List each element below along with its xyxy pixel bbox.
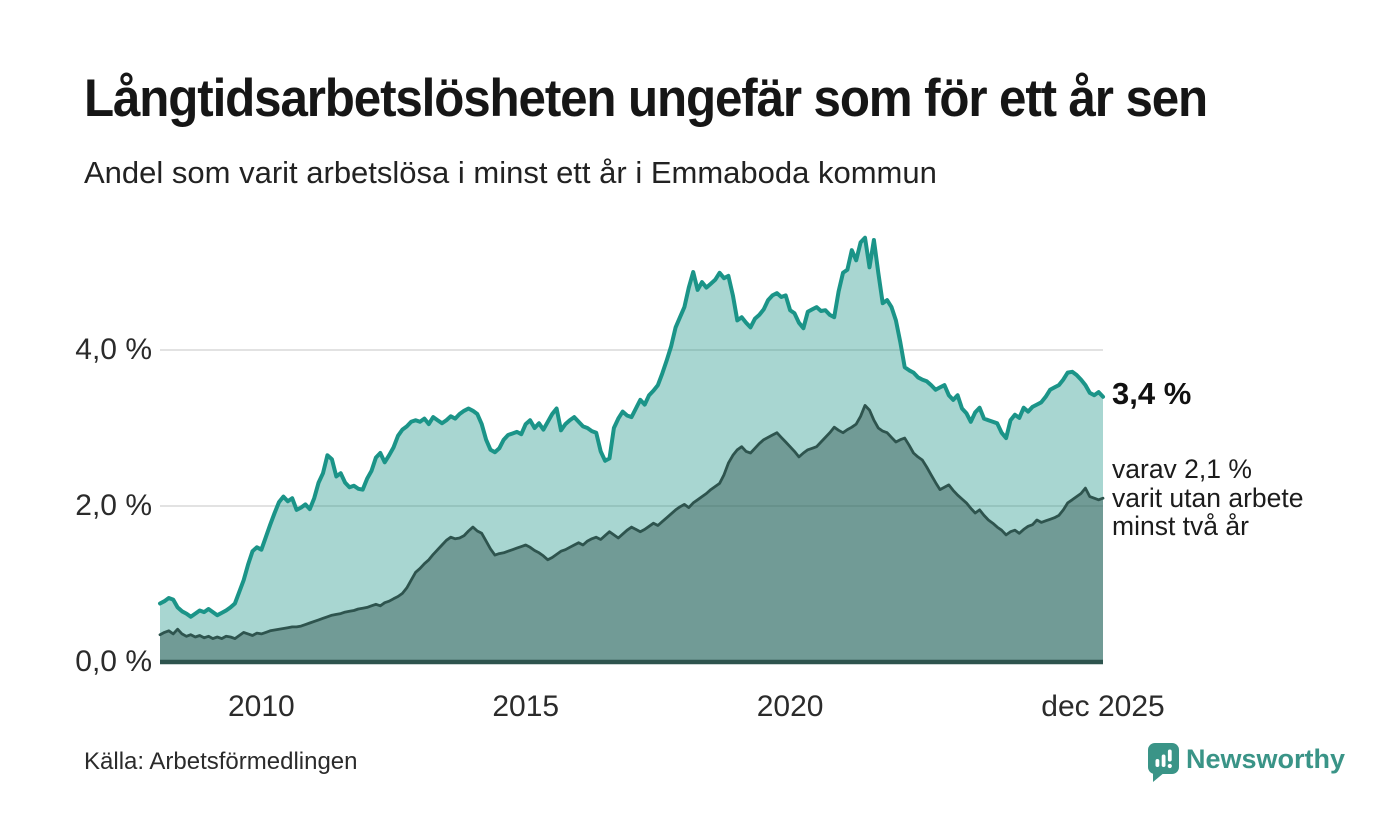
x-axis-tick-label: 2015 bbox=[492, 690, 560, 723]
latest-value-label: 3,4 % bbox=[1112, 376, 1192, 411]
x-axis-tick-label: 2020 bbox=[756, 690, 824, 723]
series-line bbox=[158, 235, 1105, 619]
x-axis-tick-label: dec 2025 bbox=[1041, 690, 1165, 723]
source-credit: Källa: Arbetsförmedlingen bbox=[84, 748, 358, 775]
y-axis-tick-label: 0,0 % bbox=[75, 645, 152, 678]
x-axis-tick-label: 2010 bbox=[227, 690, 295, 723]
series-line bbox=[158, 404, 1105, 640]
series-area bbox=[160, 237, 1103, 662]
page-title: Långtidsarbetslösheten ungefär som för e… bbox=[84, 69, 1208, 128]
two-year-annotation: varav 2,1 % varit utan arbete minst två … bbox=[1112, 454, 1304, 541]
y-axis-tick-label: 4,0 % bbox=[75, 333, 152, 366]
newsworthy-logo-icon bbox=[1148, 743, 1179, 782]
y-axis-tick-label: 2,0 % bbox=[75, 489, 152, 522]
newsworthy-wordmark: Newsworthy bbox=[1186, 744, 1346, 774]
page-subtitle: Andel som varit arbetslösa i minst ett å… bbox=[84, 155, 937, 190]
